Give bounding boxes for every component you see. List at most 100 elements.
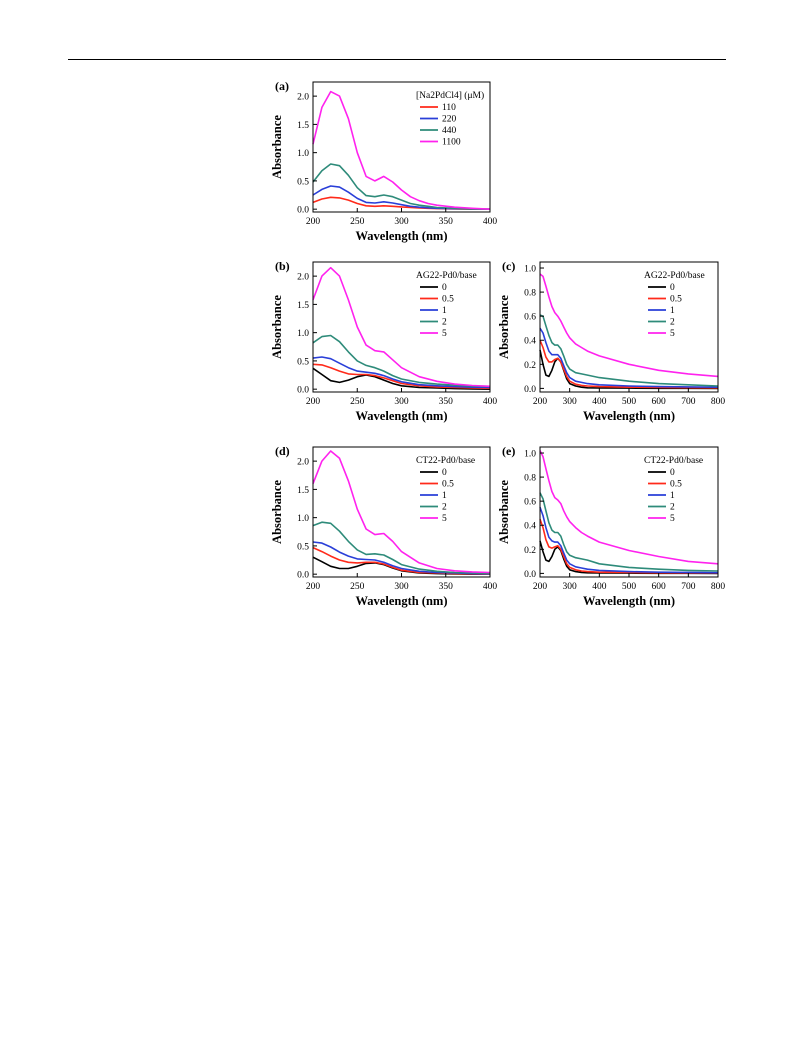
legend-label: 1100 <box>442 138 461 148</box>
chart-panel-e: 200 300 400 500 600 700 800 0.0 0.2 0.4 0.6 0.8 1.0 W… <box>497 444 725 608</box>
y-tick-label: 0.6 <box>524 313 536 323</box>
series-line-2 <box>312 334 491 388</box>
x-tick-label: 500 <box>622 397 637 407</box>
y-tick-label: 0.0 <box>524 385 536 395</box>
y-tick-label: 0.5 <box>297 542 309 552</box>
x-tick-label: 200 <box>533 582 548 592</box>
legend-label: 5 <box>442 514 447 524</box>
legend-label: 1 <box>670 491 675 501</box>
y-tick-label: 2.0 <box>297 273 309 283</box>
y-tick-label: 2.0 <box>297 458 309 468</box>
y-tick-label: 0.4 <box>524 337 536 347</box>
y-tick-label: 0.2 <box>524 361 536 371</box>
plot-frame <box>312 446 491 578</box>
y-tick-label: 0.8 <box>524 289 536 299</box>
y-tick-label: 1.0 <box>297 329 309 339</box>
series-line-1100 <box>312 90 491 210</box>
x-tick-label: 400 <box>483 217 498 227</box>
x-tick-label: 350 <box>439 582 454 592</box>
y-tick-label: 1.5 <box>297 121 309 131</box>
panel-letter: (b) <box>275 259 290 273</box>
panel-letter: (e) <box>502 444 515 458</box>
series-line-1 <box>312 356 491 389</box>
series-line-5 <box>312 266 491 388</box>
y-axis-label: Absorbance <box>497 480 511 544</box>
y-tick-label: 1.0 <box>297 149 309 159</box>
series-line-2 <box>539 314 719 387</box>
y-tick-label: 0.0 <box>297 206 309 216</box>
x-tick-label: 500 <box>622 582 637 592</box>
series-line-1 <box>312 541 491 575</box>
x-axis-label: Wavelength (nm) <box>355 594 447 608</box>
x-tick-label: 300 <box>394 582 409 592</box>
panel-letter: (a) <box>275 79 289 93</box>
y-tick-label: 1.5 <box>297 486 309 496</box>
x-tick-label: 400 <box>592 397 607 407</box>
x-tick-label: 400 <box>592 582 607 592</box>
y-tick-label: 0.5 <box>297 357 309 367</box>
series-line-1 <box>539 327 719 388</box>
panel-letter: (c) <box>502 259 515 273</box>
legend-label: 5 <box>670 514 675 524</box>
x-tick-label: 250 <box>350 397 365 407</box>
series-line-0.5 <box>312 363 491 390</box>
series-line-0 <box>539 349 719 390</box>
y-axis-label: Absorbance <box>270 295 284 359</box>
y-axis-label: Absorbance <box>270 115 284 179</box>
series-line-5 <box>539 273 719 378</box>
legend-label: 0.5 <box>670 295 682 305</box>
series-line-1 <box>539 506 719 574</box>
y-tick-label: 0.2 <box>524 546 536 556</box>
chart-panel-a: 200 250 300 350 400 0.0 0.5 1.0 1.5 2.0 Wavelength… <box>270 79 498 243</box>
page-header-rule <box>68 59 726 60</box>
chart-panel-c: 200 300 400 500 600 700 800 0.0 0.2 0.4 0.6 0.8 1.0 W… <box>497 259 726 423</box>
legend-label: 2 <box>442 318 447 328</box>
x-tick-label: 400 <box>483 397 498 407</box>
x-tick-label: 200 <box>306 217 321 227</box>
legend-label: 0.5 <box>442 295 454 305</box>
legend-label: 0 <box>670 283 675 293</box>
x-tick-label: 200 <box>306 582 321 592</box>
y-tick-label: 0.0 <box>524 570 536 580</box>
legend-label: 2 <box>670 318 675 328</box>
x-tick-label: 200 <box>306 397 321 407</box>
y-tick-label: 1.5 <box>297 301 309 311</box>
legend-label: 0.5 <box>442 480 454 490</box>
legend-title: AG22-Pd0/base <box>416 271 477 281</box>
x-axis-label: Wavelength (nm) <box>583 594 675 608</box>
legend-title: CT22-Pd0/base <box>416 456 475 466</box>
legend-label: 2 <box>442 503 447 513</box>
y-tick-label: 1.0 <box>524 265 536 275</box>
x-tick-label: 350 <box>439 397 454 407</box>
y-tick-label: 0.0 <box>297 571 309 581</box>
legend-title: CT22-Pd0/base <box>644 456 703 466</box>
chart-panel-d: 200 250 300 350 400 0.0 0.5 1.0 1.5 2.0 Wavelength… <box>270 444 498 608</box>
x-tick-label: 800 <box>711 397 726 407</box>
series-line-440 <box>312 163 491 210</box>
series-line-0.5 <box>539 339 719 389</box>
legend-label: 0 <box>670 468 675 478</box>
y-tick-label: 1.0 <box>297 514 309 524</box>
x-tick-label: 700 <box>681 397 696 407</box>
legend-label: 440 <box>442 126 457 136</box>
chart-panel-b: 200 250 300 350 4000.00.51.01.52.0Wavelength… <box>270 259 498 423</box>
x-axis-label: Wavelength (nm) <box>583 409 675 423</box>
legend-label: 0 <box>442 283 447 293</box>
plot-frame <box>312 81 491 213</box>
legend-label: 5 <box>442 329 447 339</box>
y-axis-label: Absorbance <box>270 480 284 544</box>
x-tick-label: 250 <box>350 582 365 592</box>
legend-title: AG22-Pd0/base <box>644 271 705 281</box>
series-line-5 <box>312 450 491 574</box>
panel-letter: (d) <box>275 444 290 458</box>
legend-label: 0.5 <box>670 480 682 490</box>
legend-label: 1 <box>442 306 447 316</box>
plot-frame <box>539 446 719 578</box>
x-tick-label: 400 <box>483 582 498 592</box>
y-tick-label: 2.0 <box>297 93 309 103</box>
x-tick-label: 200 <box>533 397 548 407</box>
x-axis-label: Wavelength (nm) <box>355 409 447 423</box>
legend-label: 1 <box>670 306 675 316</box>
legend-label: 5 <box>670 329 675 339</box>
series-line-0 <box>539 540 719 575</box>
